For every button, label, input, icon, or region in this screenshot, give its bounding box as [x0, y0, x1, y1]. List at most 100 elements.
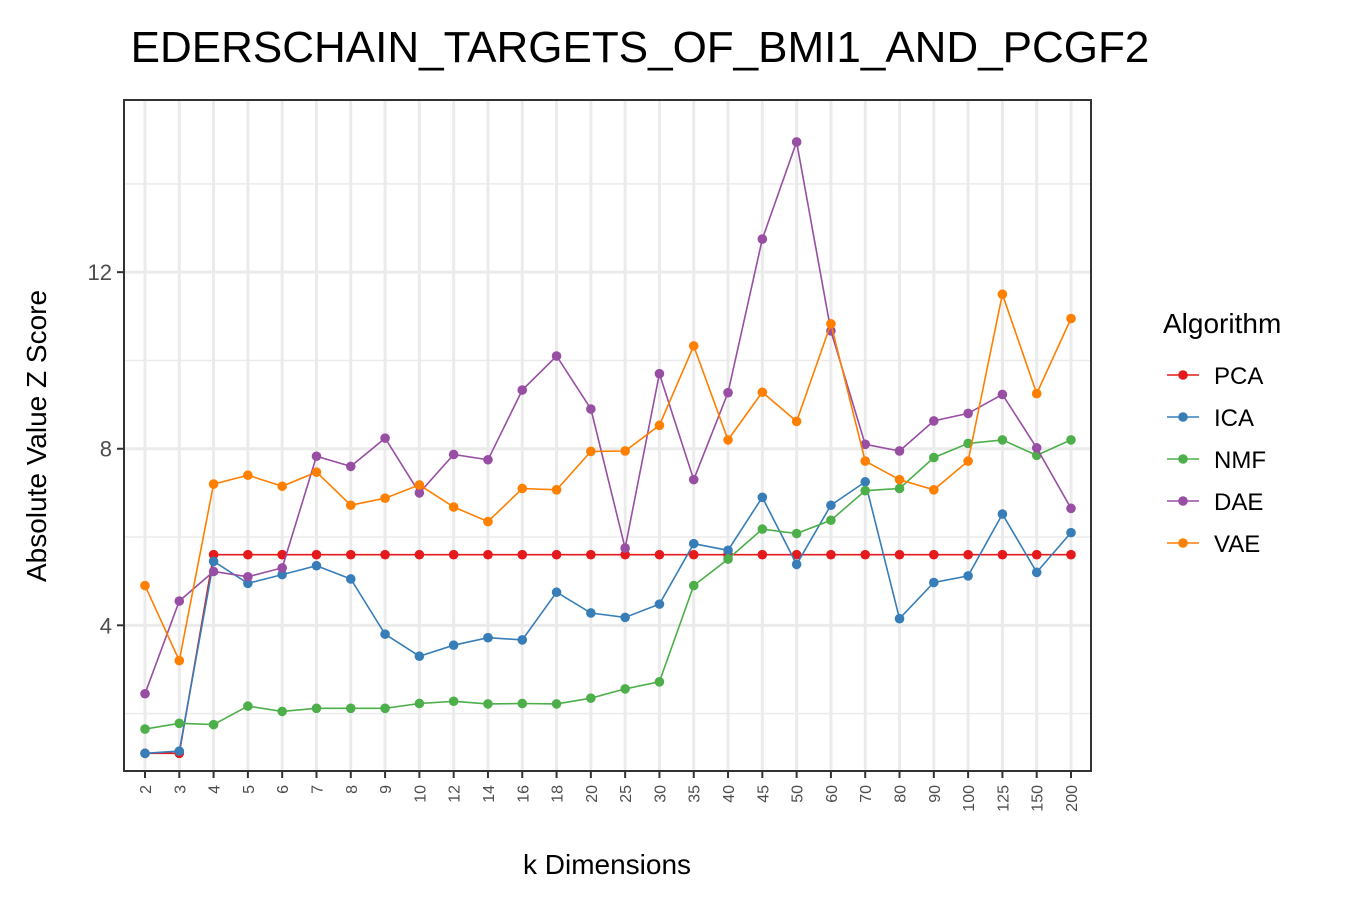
legend: Algorithm PCA ICA NMF DAE VAE [1163, 308, 1281, 558]
data-point-pca [243, 549, 253, 560]
data-point-nmf [483, 699, 493, 709]
data-point-vae [1066, 313, 1076, 324]
data-point-pca [620, 549, 630, 560]
data-point-nmf [208, 719, 219, 730]
data-point-vae [997, 289, 1008, 300]
legend-item-pca: PCA [1167, 363, 1263, 390]
x-tick-label: 5 [241, 785, 258, 794]
data-point-pca [688, 549, 699, 560]
y-tick-label: 8 [100, 437, 112, 462]
data-point-pca [929, 549, 939, 560]
series-layer [140, 137, 1076, 759]
series-dae [140, 137, 1076, 699]
series-line-nmf [144, 439, 1072, 730]
data-point-pca [551, 549, 562, 560]
data-point-pca [586, 549, 596, 560]
data-point-ica [414, 651, 425, 662]
data-point-vae [277, 481, 287, 492]
data-point-vae [448, 502, 459, 512]
plot-panel [123, 99, 1092, 772]
data-point-vae [757, 387, 768, 398]
data-point-vae [517, 483, 528, 494]
data-point-nmf [517, 698, 528, 709]
data-point-ica [551, 587, 562, 598]
legend-label-pca: PCA [1214, 363, 1263, 390]
x-tick-label: 6 [275, 785, 292, 794]
legend-swatch-point-vae [1178, 538, 1188, 548]
legend-label-nmf: NMF [1214, 447, 1266, 474]
x-tick-label: 7 [309, 785, 326, 794]
data-point-dae [380, 433, 390, 443]
data-point-dae [757, 234, 768, 244]
data-point-vae [654, 420, 665, 431]
panel-border [123, 99, 1092, 772]
data-point-nmf [791, 528, 802, 539]
series-line-ica [144, 480, 1072, 755]
data-point-ica [483, 632, 493, 643]
legend-item-nmf: NMF [1167, 447, 1266, 474]
legend-title: Algorithm [1163, 308, 1281, 339]
data-point-nmf [174, 718, 185, 729]
x-tick-label: 12 [447, 785, 464, 803]
data-point-nmf [929, 452, 939, 463]
data-point-ica [997, 509, 1008, 519]
legend-swatch-point-pca [1178, 370, 1188, 380]
data-point-ica [723, 545, 733, 556]
x-tick-label: 125 [995, 785, 1012, 812]
data-point-ica [345, 574, 356, 584]
data-point-nmf [997, 435, 1008, 445]
data-point-pca [791, 549, 802, 560]
data-point-vae [243, 470, 253, 481]
data-point-dae [140, 688, 150, 699]
data-point-ica [929, 577, 939, 588]
data-point-ica [757, 492, 768, 503]
data-point-pca [963, 549, 973, 560]
data-point-vae [1031, 388, 1042, 399]
data-point-pca [1066, 549, 1076, 560]
data-point-vae [345, 500, 356, 511]
x-tick-label: 14 [481, 785, 498, 803]
data-point-dae [620, 543, 630, 553]
data-point-pca [208, 549, 219, 560]
data-point-vae [208, 479, 219, 489]
panel-background [124, 100, 1091, 771]
data-point-pca [380, 549, 390, 560]
data-point-dae [654, 368, 665, 379]
data-point-dae [174, 596, 185, 606]
data-point-vae [140, 580, 150, 591]
series-nmf [140, 435, 1076, 734]
data-point-vae [174, 655, 185, 666]
data-point-pca [1031, 549, 1042, 560]
data-point-nmf [414, 698, 425, 709]
x-tick-label: 200 [1064, 785, 1081, 812]
data-point-vae [620, 446, 630, 456]
data-point-ica [174, 746, 185, 756]
x-tick-label: 10 [412, 785, 429, 803]
data-point-dae [860, 439, 871, 450]
x-tick-label: 4 [207, 785, 224, 794]
series-line-dae [144, 138, 1072, 694]
data-point-pca [345, 549, 356, 560]
y-axis-title: Absolute Value Z Score [21, 290, 52, 582]
data-point-vae [963, 456, 973, 466]
x-tick-label: 25 [618, 785, 635, 803]
data-point-dae [688, 474, 699, 485]
data-point-vae [311, 467, 322, 477]
data-point-pca [414, 549, 425, 560]
data-point-pca [483, 549, 493, 560]
data-point-pca [894, 549, 905, 560]
minor-gridlines [124, 183, 1091, 715]
x-tick-label: 150 [1030, 785, 1047, 812]
y-axis: 4 8 12 [88, 260, 124, 638]
data-point-ica [140, 748, 150, 759]
x-axis-title: k Dimensions [523, 849, 691, 880]
x-tick-label: 30 [652, 785, 669, 803]
data-point-pca [860, 549, 871, 560]
legend-item-vae: VAE [1167, 531, 1260, 558]
data-point-ica [517, 635, 528, 645]
x-tick-label: 40 [721, 785, 738, 803]
data-point-vae [414, 480, 425, 490]
x-tick-label: 50 [790, 785, 807, 803]
data-point-nmf [894, 483, 905, 494]
data-point-dae [1031, 443, 1042, 453]
